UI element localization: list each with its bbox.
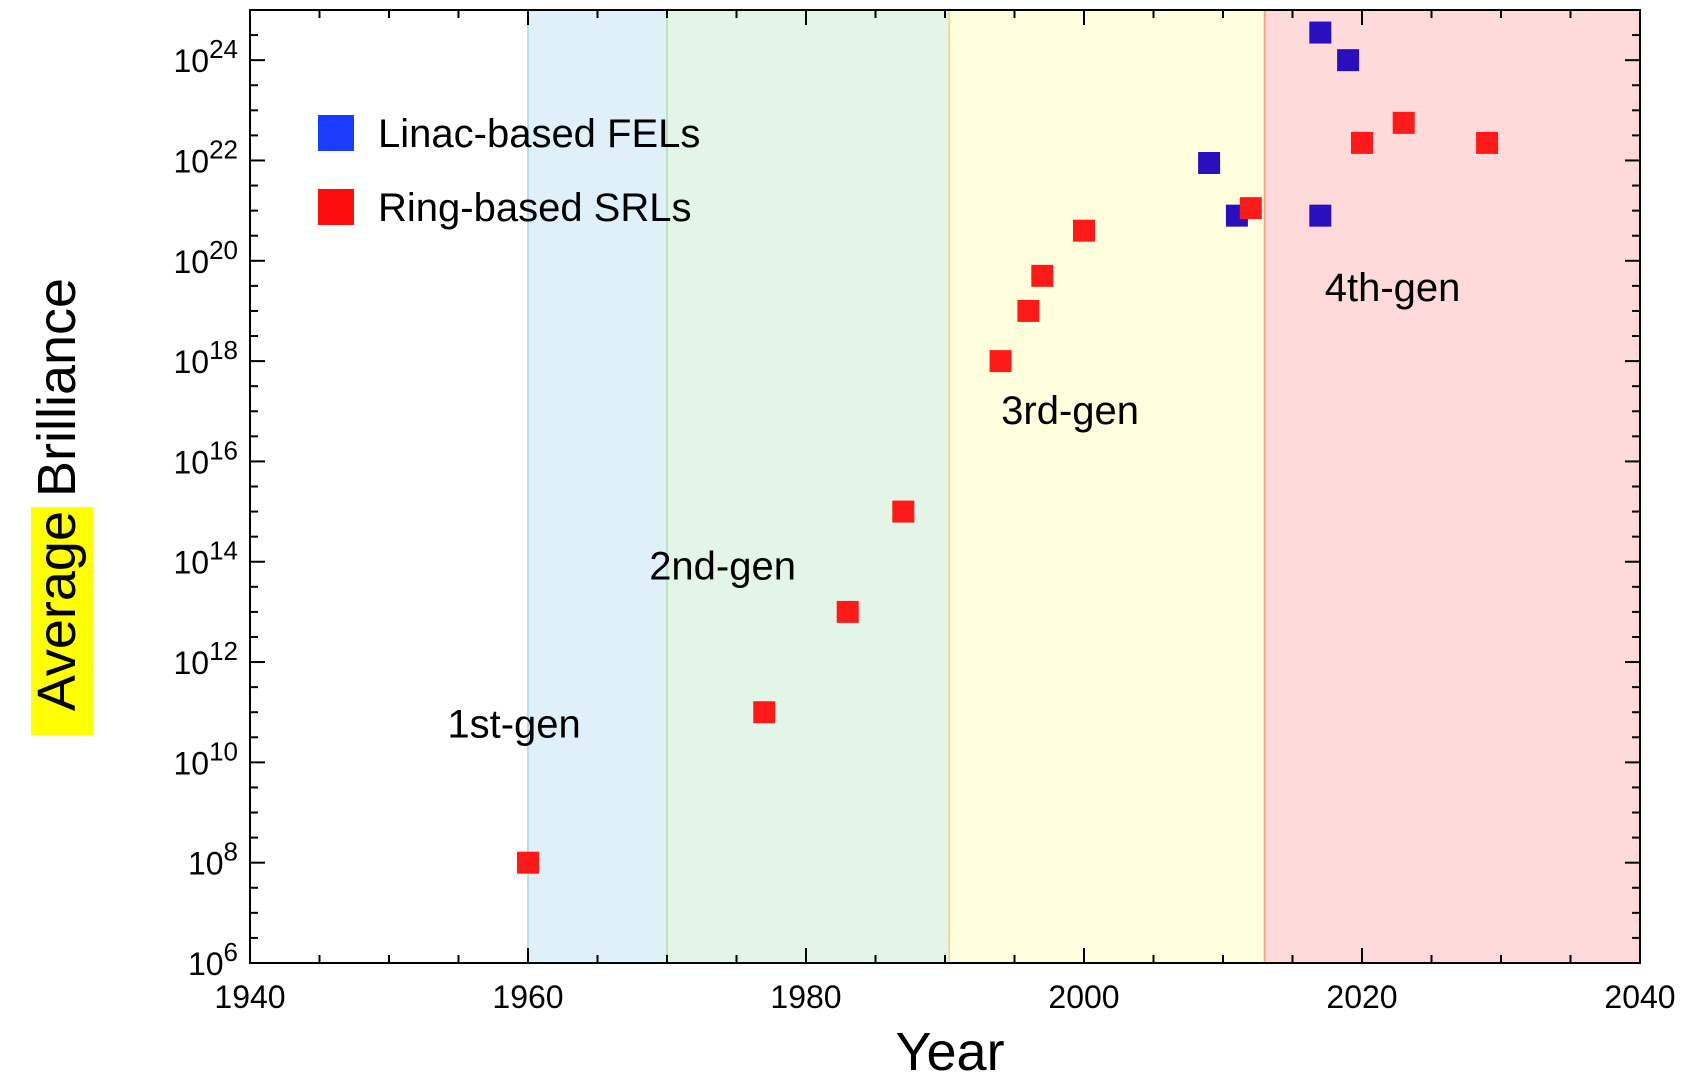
legend: Linac-based FELs Ring-based SRLs	[318, 112, 700, 230]
fel-point	[1309, 204, 1332, 227]
legend-label-0: Linac-based FELs	[378, 112, 700, 156]
region-label-3: 3rd-gen	[1001, 389, 1139, 433]
legend-swatch-0	[318, 115, 354, 151]
y-tick-label: 1014	[173, 536, 238, 581]
y-axis-title-highlight-text: Average	[27, 511, 87, 711]
srl-point	[892, 500, 915, 523]
x-tick-label: 1980	[770, 979, 841, 1015]
x-tick-labels: 1940 1960 1980 2000 2020 2040	[214, 979, 1675, 1015]
srl-point	[1476, 131, 1499, 154]
srl-point	[1392, 111, 1415, 134]
srl-point	[836, 600, 859, 623]
srl-point	[1031, 264, 1054, 287]
legend-label-1: Ring-based SRLs	[378, 186, 692, 230]
region-band-1	[528, 10, 667, 963]
region-label-0: 1st-gen	[447, 702, 580, 746]
minor-ticks	[250, 9, 1640, 963]
region-band-2	[667, 10, 950, 963]
region-label-4: 4th-gen	[1325, 266, 1461, 310]
srl-point	[1239, 197, 1262, 220]
x-tick-label: 1960	[492, 979, 563, 1015]
y-tick-labels: 106 108 1010 1012 1014 1016 1018 1020 1022 1024	[173, 34, 238, 982]
region-label-2: 2nd-gen	[649, 544, 796, 588]
data-points	[517, 21, 1499, 874]
y-tick-label: 1024	[173, 34, 238, 79]
srl-point	[1073, 219, 1095, 242]
x-tick-label: 2040	[1604, 979, 1675, 1015]
region-band-4	[1264, 10, 1640, 963]
region-band-0	[250, 10, 528, 963]
y-tick-label: 1016	[173, 435, 238, 480]
x-tick-label: 2000	[1048, 979, 1119, 1015]
fel-point	[1337, 49, 1360, 72]
srl-point	[517, 851, 539, 874]
srl-point	[753, 701, 776, 724]
x-tick-label: 1940	[214, 979, 285, 1015]
x-axis-title: Year	[895, 1022, 1004, 1082]
legend-swatch-1	[318, 189, 354, 225]
x-tick-label: 2020	[1326, 979, 1397, 1015]
y-axis-title-text: Brilliance	[27, 278, 87, 497]
y-tick-label: 1020	[173, 235, 238, 280]
y-tick-label: 1018	[173, 335, 238, 380]
y-tick-label: 108	[188, 837, 238, 882]
y-axis-title-highlight	[31, 507, 93, 735]
fel-point	[1198, 151, 1221, 174]
plot-frame	[249, 9, 1641, 964]
srl-point	[1351, 131, 1373, 154]
y-tick-label: 1022	[173, 134, 238, 179]
srl-point	[1017, 299, 1040, 322]
region-labels: 1st-gen 2nd-gen 3rd-gen 4th-gen	[447, 266, 1460, 746]
srl-point	[989, 350, 1012, 373]
y-axis-title: Average Brilliance	[27, 278, 93, 735]
y-tick-label: 1012	[173, 636, 238, 681]
y-tick-label: 106	[188, 937, 238, 982]
fel-point	[1309, 21, 1332, 44]
y-tick-label: 1010	[173, 736, 238, 781]
